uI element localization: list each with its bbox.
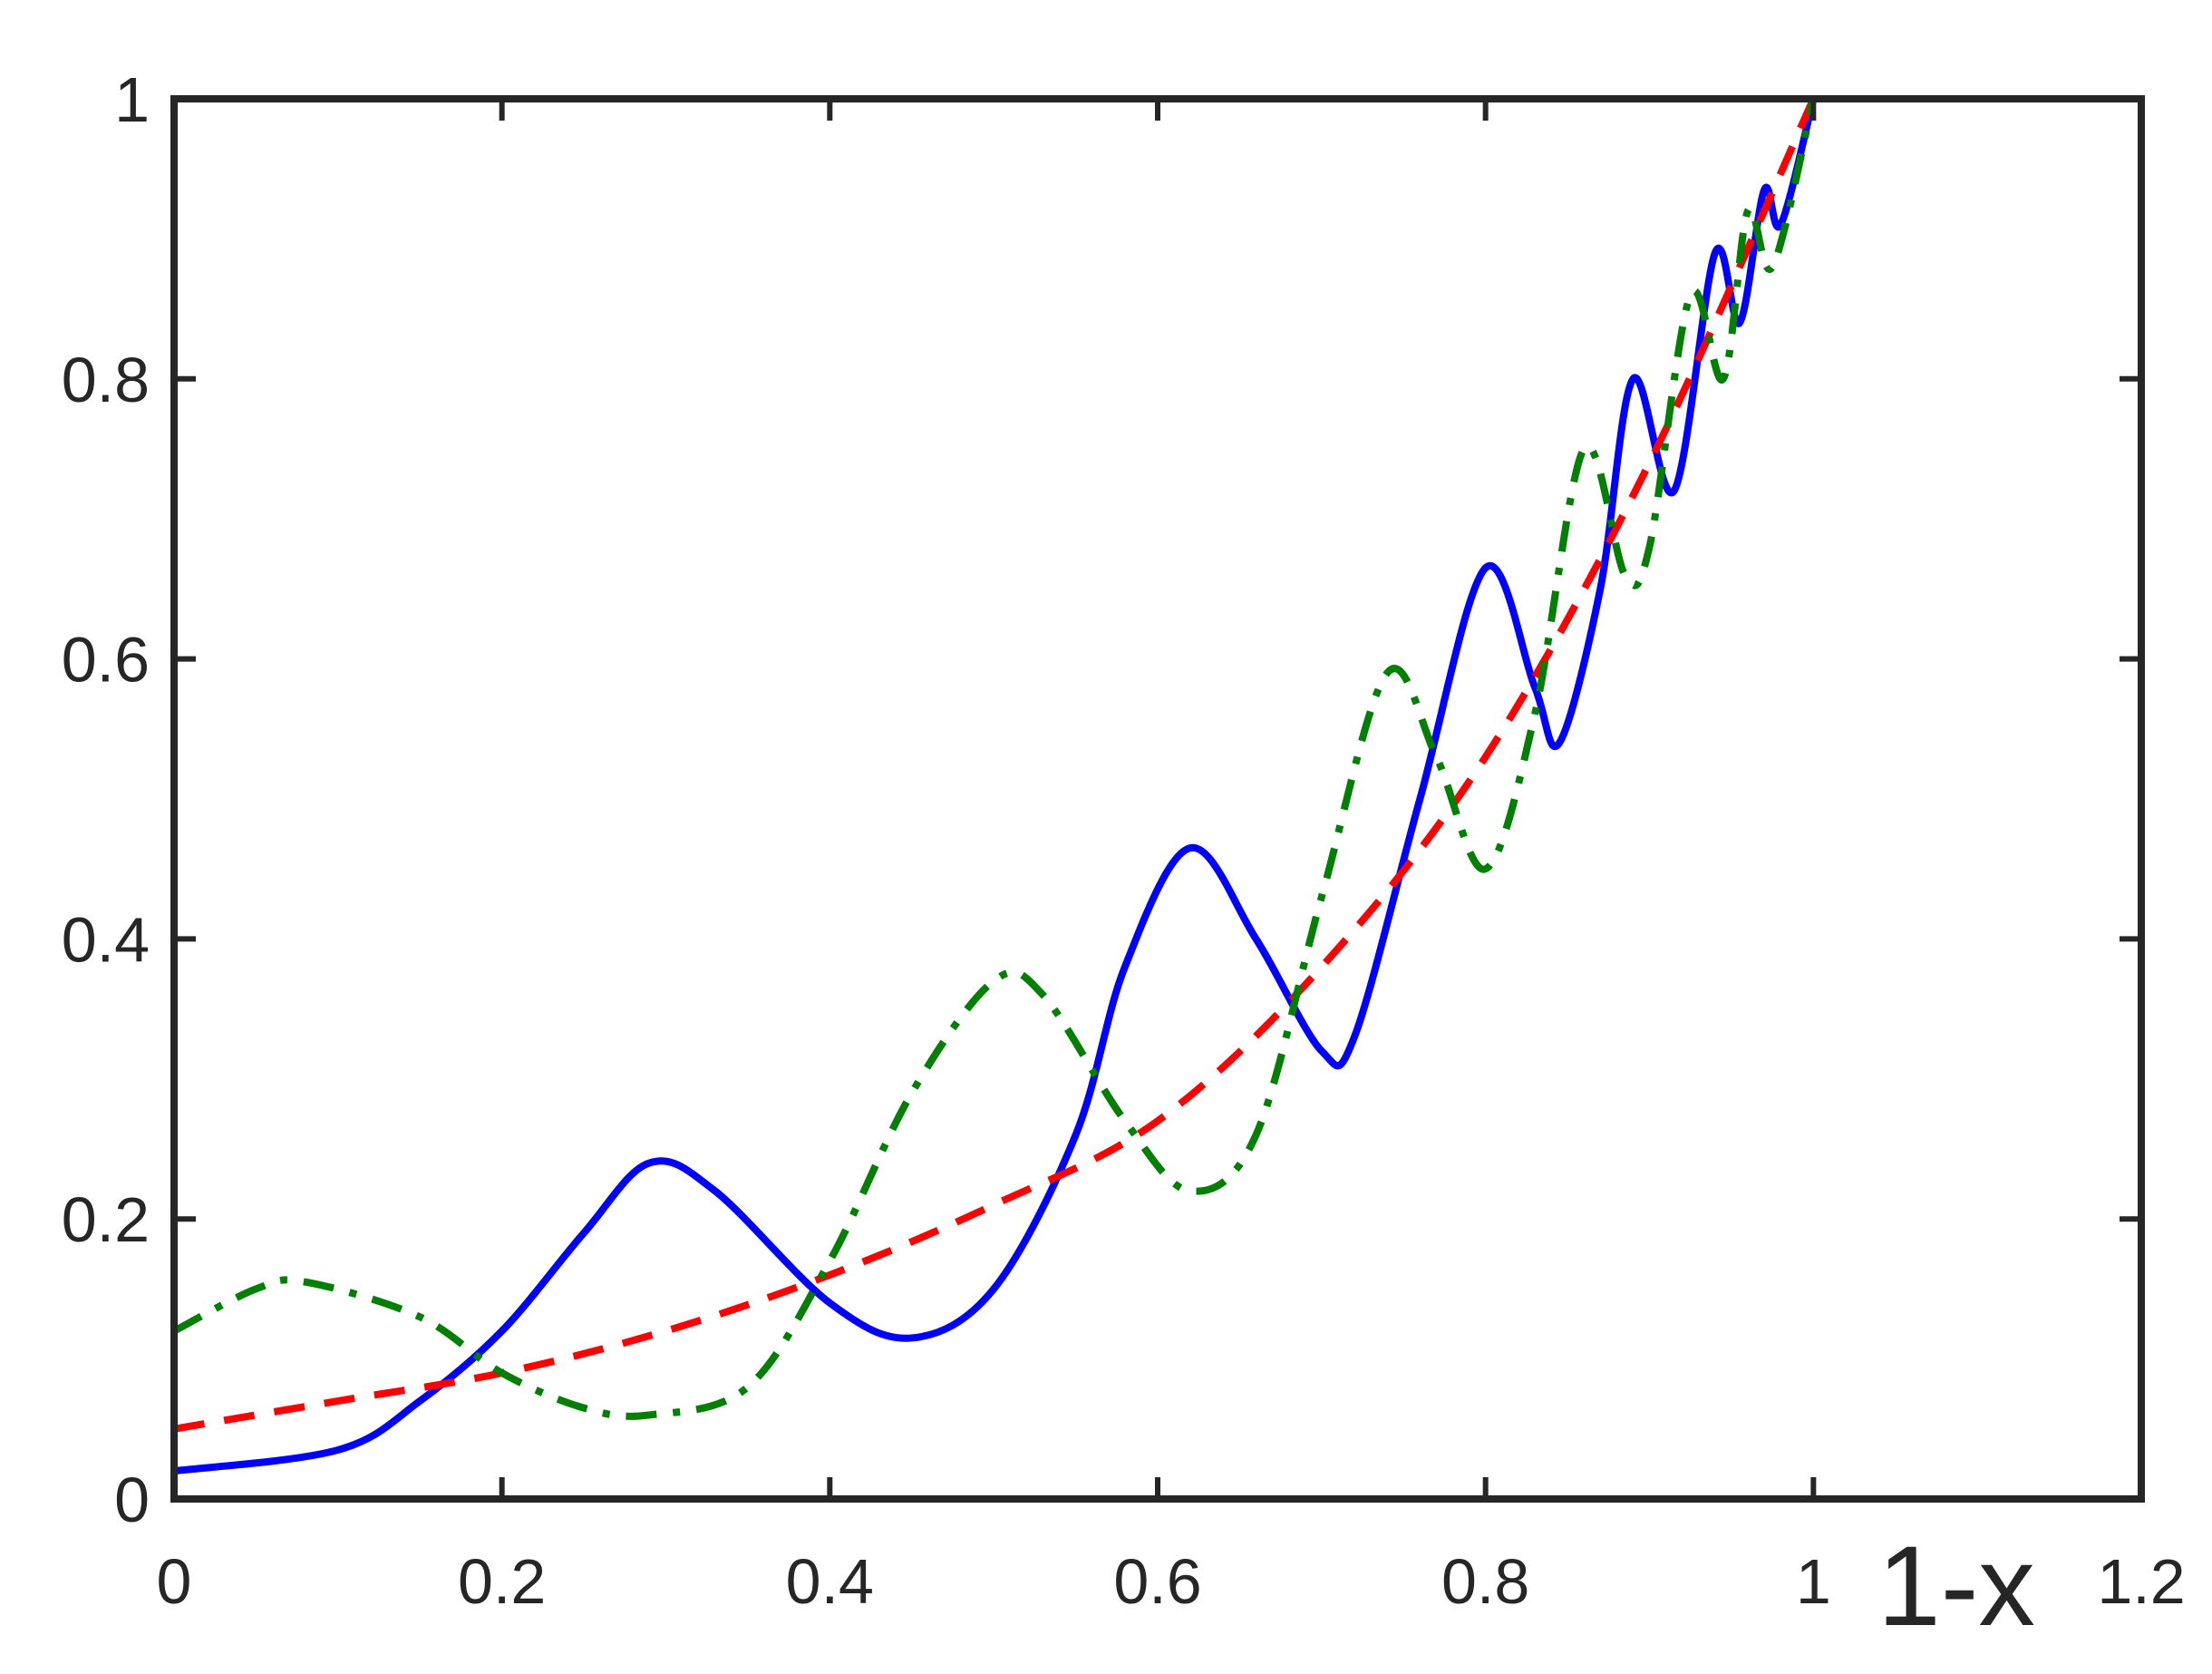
y-tick-label: 0.6 [62,625,150,696]
x-tick-label: 1.2 [2097,1546,2185,1617]
y-tick-label: 0 [114,1465,150,1535]
data-line [174,99,1817,1433]
x-tick-label: 0.6 [1113,1546,1201,1617]
x-axis-label: 1-x [1877,1523,2035,1650]
x-tick-label: 1 [1796,1546,1831,1617]
x-tick-label: 0.2 [458,1546,546,1617]
x-tick-label: 0.8 [1441,1546,1529,1617]
y-tick-label: 0.8 [62,345,150,415]
data-line [174,99,1818,1420]
data-line [174,99,1818,1475]
x-tick-label: 0.4 [786,1546,874,1617]
y-tick-label: 0.2 [62,1184,150,1255]
y-tick-label: 0.4 [62,904,150,975]
plot-frame [170,95,2145,1503]
x-tick-label: 0 [157,1546,192,1617]
y-tick-label: 1 [114,64,150,135]
